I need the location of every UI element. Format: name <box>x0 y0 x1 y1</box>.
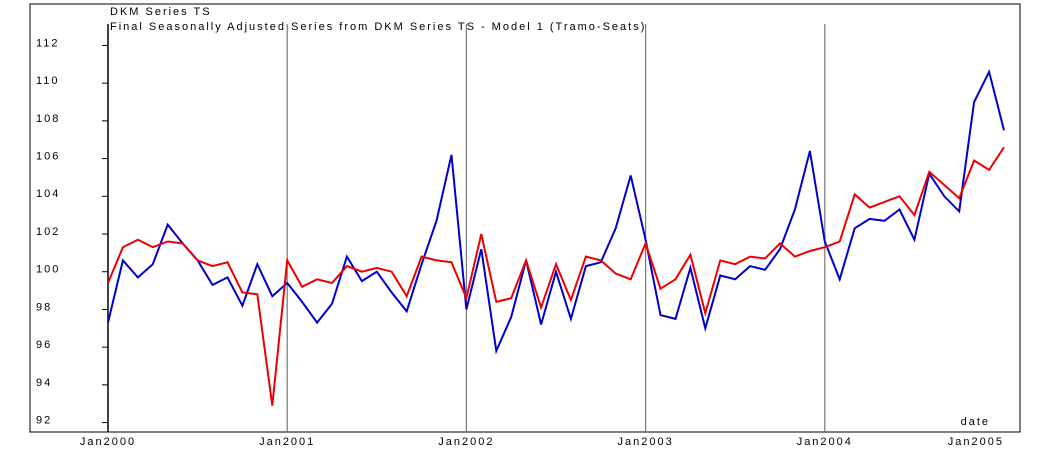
y-tick-label: 96 <box>36 339 52 351</box>
x-tick-label: Jan2004 <box>797 436 853 448</box>
series-line <box>107 68 1005 355</box>
y-tick-label: 104 <box>36 188 60 200</box>
x-tick-label: Jan2000 <box>80 436 136 448</box>
y-tick-label: 102 <box>36 226 60 238</box>
chart-frame <box>29 3 1021 433</box>
y-tick-label: 98 <box>36 301 52 313</box>
y-tick-label: 106 <box>36 150 60 162</box>
legend-entry: DKM Series TS <box>110 6 212 18</box>
x-axis-label: date <box>961 416 990 428</box>
y-tick-label: 100 <box>36 264 60 276</box>
x-tick-label: Jan2001 <box>259 436 315 448</box>
y-tick-label: 110 <box>36 75 60 87</box>
legend-entry: Final Seasonally Adjusted Series from DK… <box>110 21 646 33</box>
x-tick-label: Jan2003 <box>617 436 673 448</box>
y-tick-label: 112 <box>36 37 60 49</box>
y-tick-label: 92 <box>36 414 52 426</box>
series-line <box>107 146 1005 406</box>
y-tick-label: 94 <box>36 377 52 389</box>
y-tick-label: 108 <box>36 113 60 125</box>
x-tick-label: Jan2005 <box>948 436 1004 448</box>
x-tick-label: Jan2002 <box>438 436 494 448</box>
